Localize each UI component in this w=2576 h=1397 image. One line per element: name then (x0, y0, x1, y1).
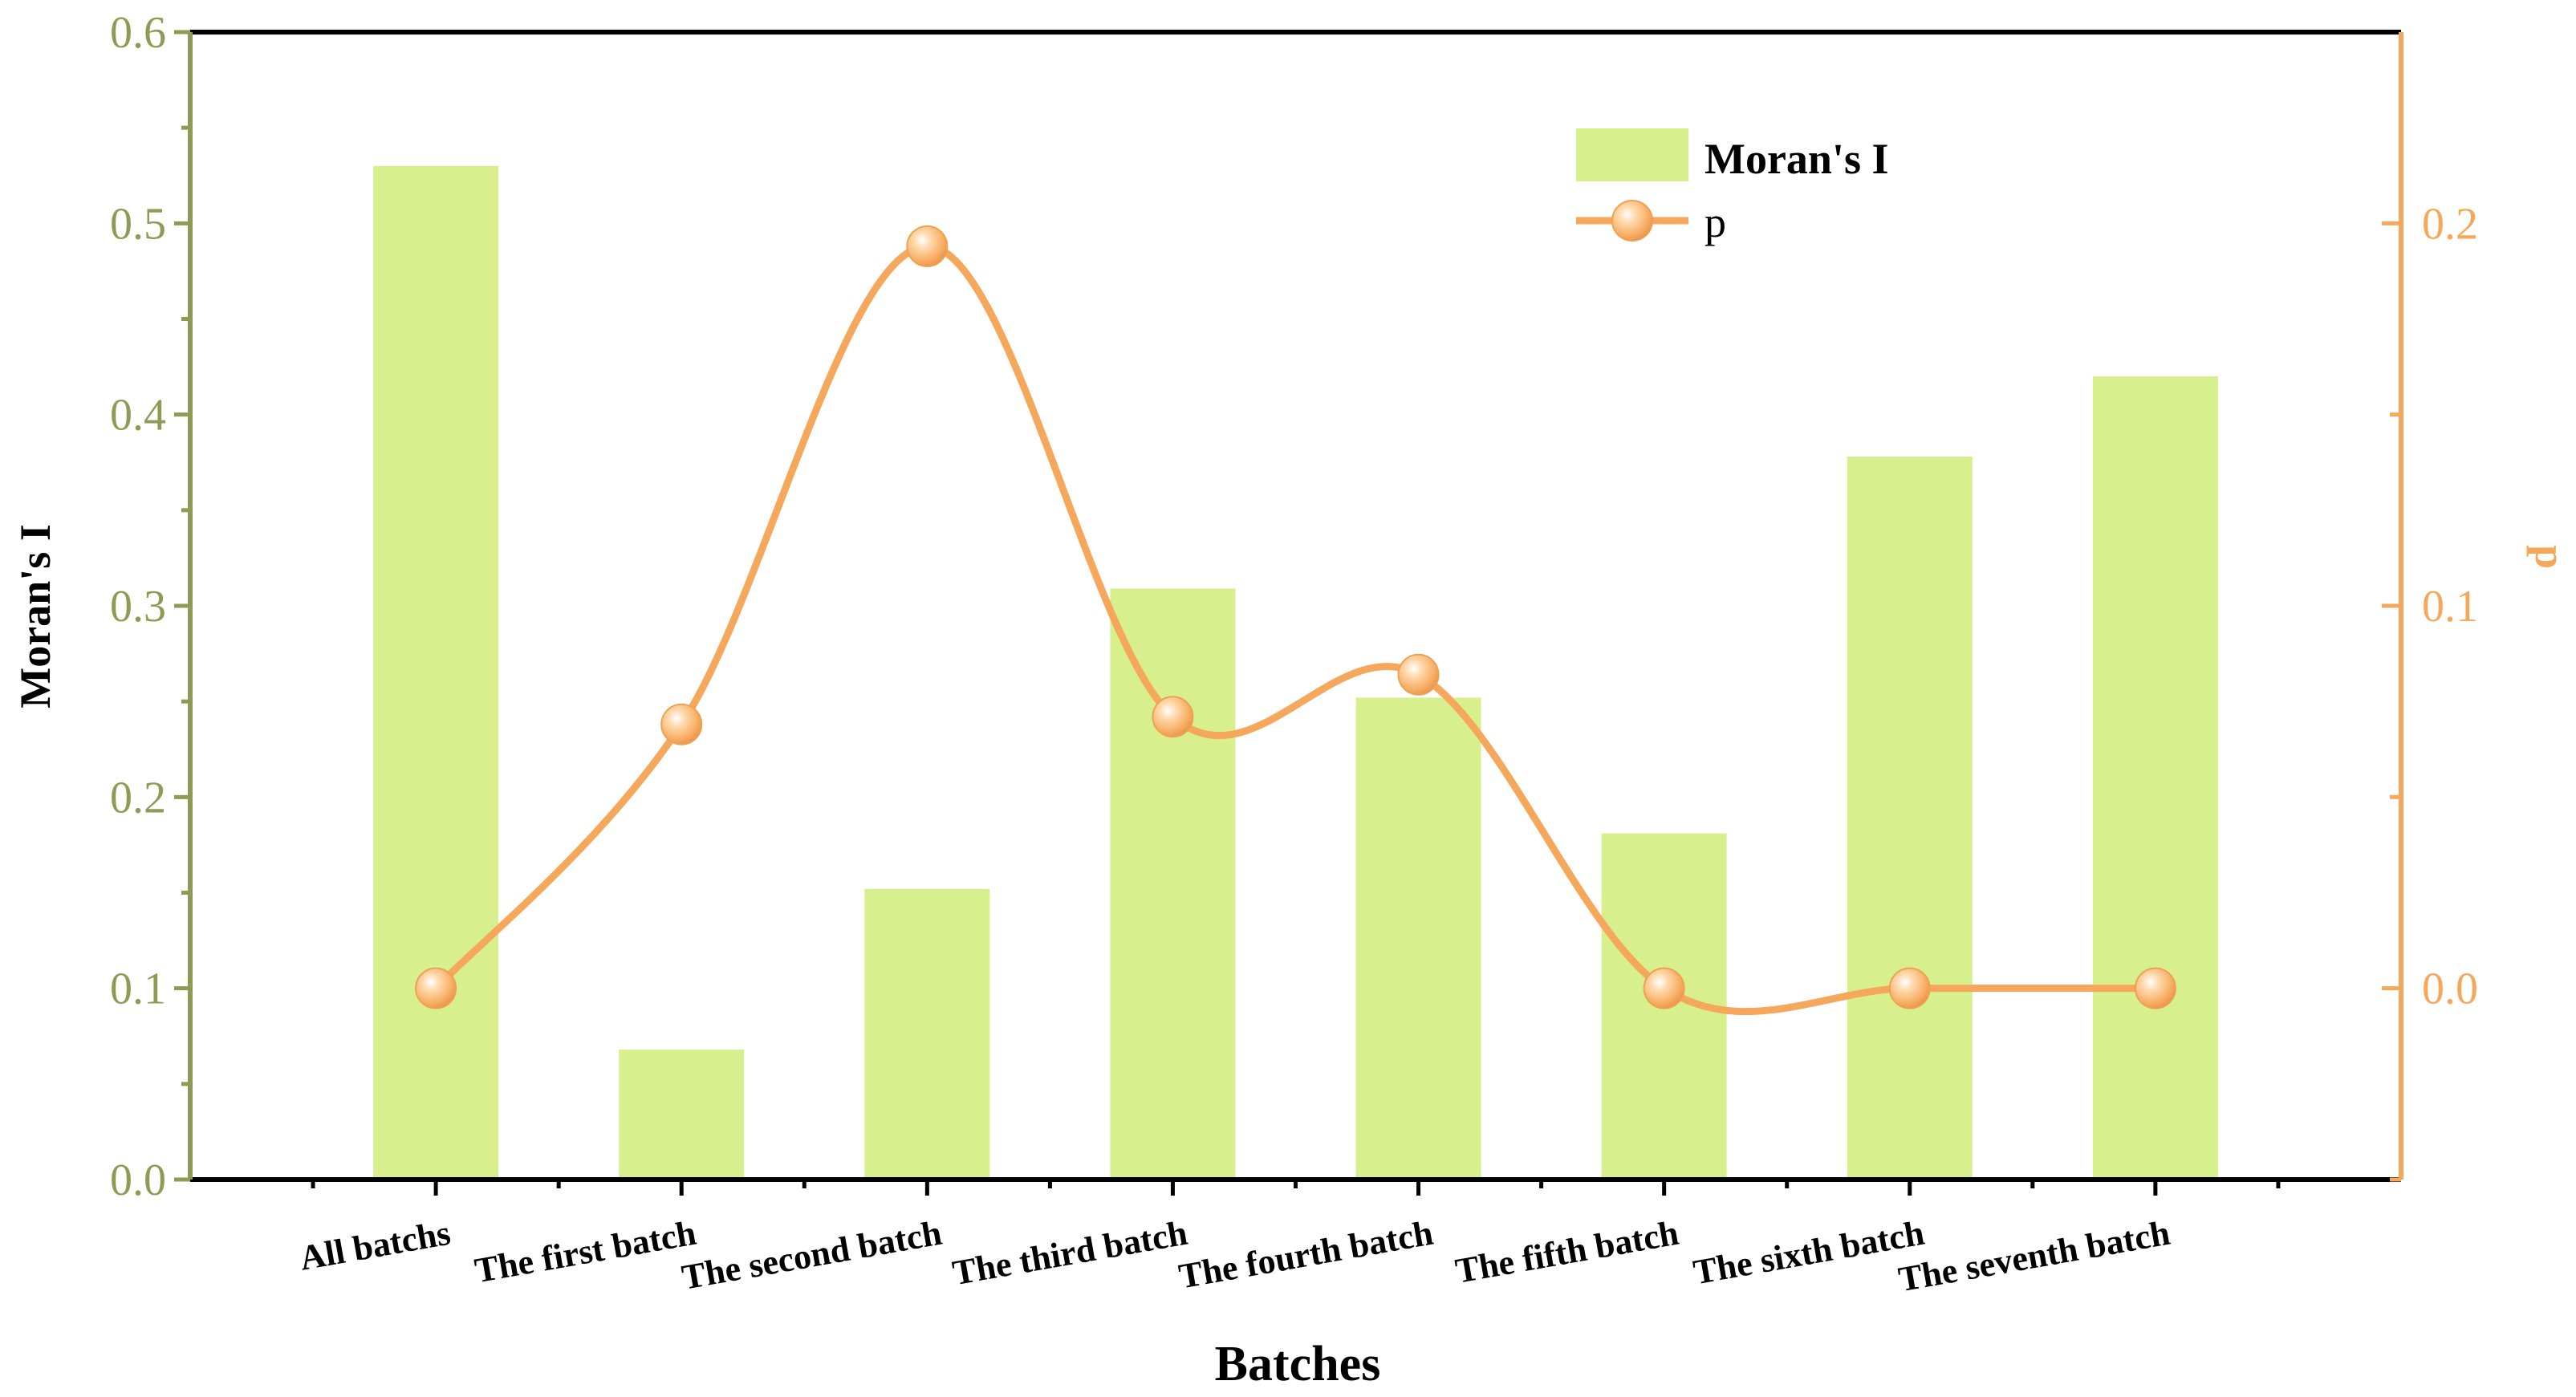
y-tick-label: 0.4 (110, 391, 166, 441)
bar-4 (1355, 697, 1481, 1180)
p-point-6 (1888, 967, 1931, 1009)
x-tick-label: The first batch (472, 1213, 699, 1291)
x-tick-label: The sixth batch (1690, 1213, 1927, 1293)
bar-2 (864, 888, 990, 1180)
tick-labels: 0.0 0.1 0.2 0.3 0.4 0.5 0.6 0.0 0.1 0.2 (110, 8, 2478, 1205)
x-axis-title: Batches (1215, 1337, 1381, 1391)
p-point-3 (1152, 696, 1194, 738)
legend-label-p: p (1704, 198, 1726, 246)
bar-6 (1847, 457, 1973, 1180)
x-tick-label: The third batch (949, 1213, 1190, 1293)
p-point-0 (415, 967, 457, 1009)
y-axis-title: Moran's I (11, 524, 59, 709)
x-tick-label: The fifth batch (1453, 1213, 1681, 1291)
y-tick-label: 0.3 (110, 582, 166, 631)
y2-tick-label: 0.2 (2422, 199, 2478, 249)
axes (174, 30, 2403, 1196)
x-tick-label: The fourth batch (1176, 1213, 1436, 1297)
x-tick-label: The second batch (679, 1213, 945, 1298)
y2-axis-title: p (2526, 545, 2574, 569)
y-tick-label: 0.2 (110, 773, 166, 822)
bar-0 (373, 165, 499, 1180)
bar-1 (619, 1049, 745, 1180)
p-point-7 (2134, 967, 2176, 1009)
y-tick-label: 0.6 (110, 8, 166, 58)
y2-tick-label: 0.1 (2422, 582, 2478, 631)
legend-swatch-bar (1576, 128, 1688, 181)
p-line-path (433, 242, 2155, 1016)
p-point-5 (1643, 967, 1685, 1009)
legend: Moran's I p (1576, 128, 1889, 246)
bar-7 (2092, 376, 2218, 1180)
p-point-1 (660, 703, 703, 745)
bar-series (373, 165, 2218, 1180)
y-tick-label: 0.0 (110, 1155, 166, 1205)
y-tick-label: 0.5 (110, 199, 166, 249)
p-point-4 (1397, 653, 1440, 696)
legend-swatch-marker (1611, 200, 1653, 242)
y-tick-label: 0.1 (110, 964, 166, 1014)
x-tick-label: The seventh batch (1895, 1213, 2173, 1300)
x-tick-label: All batchs (297, 1213, 453, 1278)
line-series (415, 225, 2176, 1016)
p-point-2 (906, 225, 949, 267)
y2-tick-label: 0.0 (2422, 964, 2478, 1014)
bar-3 (1110, 588, 1236, 1180)
legend-label-morans: Moran's I (1704, 135, 1889, 183)
